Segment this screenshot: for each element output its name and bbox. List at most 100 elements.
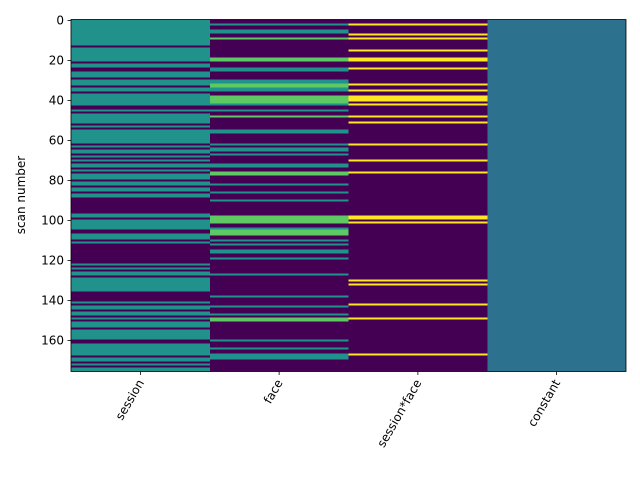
heatmap-cell-session [71, 163, 210, 168]
heatmap-cell-session-face [348, 33, 488, 36]
heatmap-cell-session [71, 129, 210, 144]
heatmap-cell-face [209, 83, 349, 88]
heatmap-cell-session [71, 159, 210, 162]
x-tick-label: face [261, 377, 286, 406]
heatmap-cell-session-face [348, 143, 488, 146]
heatmap-cell-session [71, 213, 210, 218]
heatmap-cell-face [209, 317, 349, 322]
heatmap-cell-face [209, 129, 349, 134]
heatmap-cell-face [209, 147, 349, 152]
y-tick-label: 0 [56, 14, 64, 28]
heatmap-cell-session [71, 109, 210, 112]
heatmap-cell-session [71, 181, 210, 186]
heatmap-cell-face [209, 357, 349, 360]
heatmap-cell-session [71, 79, 210, 86]
heatmap-cell-face [209, 305, 349, 308]
heatmap-cell-face [209, 29, 349, 34]
heatmap-column-face [209, 19, 349, 372]
heatmap-cell-session [71, 71, 210, 78]
heatmap-cell-session-face [348, 115, 488, 118]
heatmap-cell-session [71, 193, 210, 198]
heatmap-cell-session [71, 263, 210, 266]
heatmap-cell-session [71, 145, 210, 148]
heatmap-cell-face [209, 103, 349, 106]
y-axis-label: scan number [14, 156, 28, 235]
heatmap-cell-session-face [348, 49, 488, 52]
heatmap-cell-session-face [348, 95, 488, 102]
heatmap-cell-session-face [348, 279, 488, 282]
heatmap-cell-session-face [348, 317, 488, 320]
heatmap-cell-face [209, 87, 349, 92]
heatmap-cell-session-face [348, 221, 488, 224]
heatmap-cell-session [71, 63, 210, 68]
heatmap-cell-session-face [348, 121, 488, 124]
heatmap-cell-session-face [348, 83, 488, 86]
heatmap-cells [71, 19, 626, 372]
heatmap-cell-session [71, 363, 210, 366]
heatmap-cell-session-face [348, 215, 488, 220]
heatmap-cell-face [209, 115, 349, 118]
heatmap-cell-face [209, 79, 349, 84]
heatmap-cell-session-face [348, 57, 488, 62]
heatmap-cell-session [71, 241, 210, 244]
y-tick-label: 100 [41, 214, 64, 228]
heatmap-cell-session [71, 113, 210, 124]
heatmap-cell-session-face [348, 23, 488, 26]
heatmap-cell-face [209, 183, 349, 186]
heatmap-cell-session [71, 357, 210, 362]
x-axis-ticks: session face session*face constant [113, 371, 563, 450]
y-tick-label: 60 [49, 134, 64, 148]
heatmap-cell-session [71, 329, 210, 340]
heatmap-cell-face [209, 143, 349, 146]
y-tick-label: 20 [49, 54, 64, 68]
y-tick-label: 40 [49, 94, 64, 108]
heatmap-cell-face [209, 295, 349, 298]
heatmap-cell-session-face [348, 159, 488, 162]
heatmap-cell-face [209, 37, 349, 40]
heatmap-cell-session [71, 301, 210, 304]
heatmap-cell-face [209, 273, 349, 276]
heatmap-cell-session [71, 267, 210, 270]
heatmap-cell-session [71, 277, 210, 292]
heatmap-cell-face [209, 95, 349, 104]
heatmap-cell-face [209, 215, 349, 224]
heatmap-cell-face [209, 163, 349, 168]
heatmap-column-constant [487, 19, 626, 372]
heatmap-cell-session-face [348, 103, 488, 106]
y-axis-ticks: 0 20 40 60 80 100 120 140 160 [41, 14, 71, 348]
heatmap-cell-session-face [348, 67, 488, 70]
heatmap-cell-session [71, 343, 210, 356]
heatmap-cell-session [71, 271, 210, 276]
heatmap-cell-session [71, 219, 210, 230]
heatmap-cell-face [209, 227, 349, 230]
heatmap-cell-session [71, 173, 210, 180]
heatmap-cell-session [71, 311, 210, 316]
heatmap-cell-face [209, 153, 349, 156]
x-tick-label: constant [525, 377, 563, 429]
heatmap-cell-session-face [348, 37, 488, 40]
plot-frame [70, 19, 627, 372]
heatmap-cell-session [71, 149, 210, 154]
x-tick-label: session [113, 377, 147, 422]
heatmap-cell-face [209, 199, 349, 202]
heatmap-cell-face [209, 249, 349, 254]
heatmap-cell-face [209, 257, 349, 260]
heatmap-cell-session-face [348, 283, 488, 286]
heatmap-column-session-face [348, 19, 488, 372]
x-tick-label: session*face [374, 377, 424, 450]
heatmap-cell-face [209, 229, 349, 236]
heatmap-cell-session [71, 321, 210, 328]
heatmap-cell-session [71, 367, 210, 372]
heatmap-cell-session-face [348, 89, 488, 92]
heatmap-cell-session [71, 155, 210, 158]
heatmap-cell-face [209, 313, 349, 316]
heatmap-cell-face [209, 109, 349, 112]
heatmap-cell-session [71, 169, 210, 172]
heatmap-cell-face [209, 347, 349, 350]
heatmap-cell-session-face [348, 171, 488, 174]
heatmap-cell-face [209, 67, 349, 72]
y-tick-label: 140 [41, 294, 64, 308]
heatmap-cell-session [71, 187, 210, 192]
heatmap-cell-session [71, 317, 210, 320]
